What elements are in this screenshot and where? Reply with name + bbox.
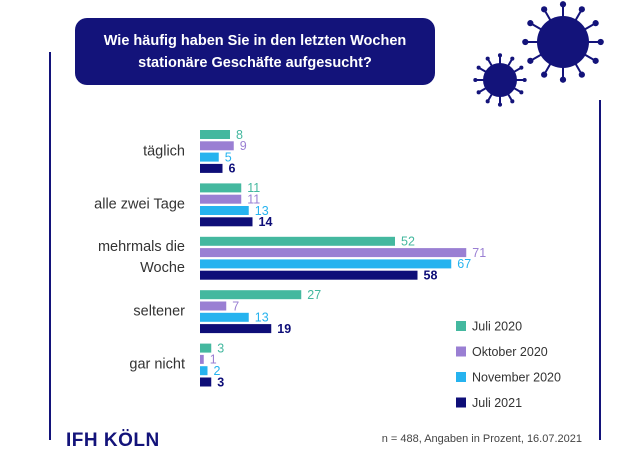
bar [200,366,208,376]
virus-knob [527,20,534,27]
virus-knob [476,65,481,70]
virus-knob [476,90,481,95]
bar [200,163,223,173]
value-label: 9 [240,139,247,153]
bar [200,248,467,258]
legend-swatch [456,346,466,357]
bar [200,236,395,246]
bar [200,259,452,269]
virus-knob [559,76,567,83]
virus-knob [592,57,599,64]
virus-knob [541,71,548,78]
bar [200,270,418,280]
legend-swatch [456,372,466,382]
category-label: alle zwei Tage [94,196,185,213]
value-label: 11 [247,192,260,206]
bar [200,206,249,215]
virus-knob [527,57,534,64]
bar [200,183,242,193]
value-label: 7 [232,299,239,313]
value-label: 71 [472,246,486,260]
value-label: 1 [210,353,217,367]
bar [200,194,242,204]
footnote: n = 488, Angaben in Prozent, 16.07.2021 [381,433,582,445]
virus-body [483,63,517,97]
value-label: 52 [401,235,415,249]
category-label: täglich [143,143,185,160]
virus-knob [519,90,524,95]
value-label: 13 [255,204,269,218]
bar [200,343,212,353]
bar [200,301,227,311]
virus-knob [473,77,478,83]
bar [200,290,302,300]
value-label: 27 [307,288,321,302]
virus-knob [485,99,490,104]
category-label: mehrmals die Woche [97,239,185,277]
bar [200,377,212,387]
logo: IFH KÖLN [66,430,160,451]
virus-knob [519,65,524,70]
value-label: 67 [457,257,471,271]
legend-label: November 2020 [472,370,561,384]
category-label: seltener [133,303,185,320]
bar [200,152,219,162]
value-label: 11 [247,181,260,195]
value-label: 3 [217,375,224,389]
virus-knob [497,53,503,58]
bar [200,130,230,139]
bar [200,312,249,322]
legend-label: Juli 2020 [472,319,522,333]
virus-knob [592,20,599,27]
virus-knob [510,99,515,104]
legend-swatch [456,397,466,408]
virus-knob [541,6,548,13]
virus-knob [559,1,567,8]
legend-label: Juli 2021 [472,396,522,410]
value-label: 19 [277,322,291,336]
virus-body [537,16,589,68]
value-label: 14 [259,215,273,229]
value-label: 3 [217,341,224,355]
value-label: 5 [225,150,232,164]
virus-knob [597,38,604,46]
value-label: 58 [424,268,438,282]
virus-knob [485,56,490,61]
bar [200,141,234,151]
category-label: gar nicht [129,356,185,373]
chart-title: Wie häufig haben Sie in den letzten Woch… [103,32,407,71]
virus-knob [497,102,503,107]
value-label: 13 [255,311,269,325]
title-box: Wie häufig haben Sie in den letzten Woch… [75,18,435,85]
virus-knob [578,71,585,78]
legend-label: Oktober 2020 [472,345,548,359]
bar [200,354,204,364]
virus-knob [522,77,527,83]
bar [200,324,272,334]
virus-knob [522,38,529,46]
frame [49,52,601,440]
virus-knob [578,6,585,13]
value-label: 2 [214,364,221,378]
value-label: 6 [229,162,236,176]
legend-swatch [456,321,466,331]
virus-knob [510,56,515,61]
bar [200,217,253,227]
value-label: 8 [236,128,243,142]
